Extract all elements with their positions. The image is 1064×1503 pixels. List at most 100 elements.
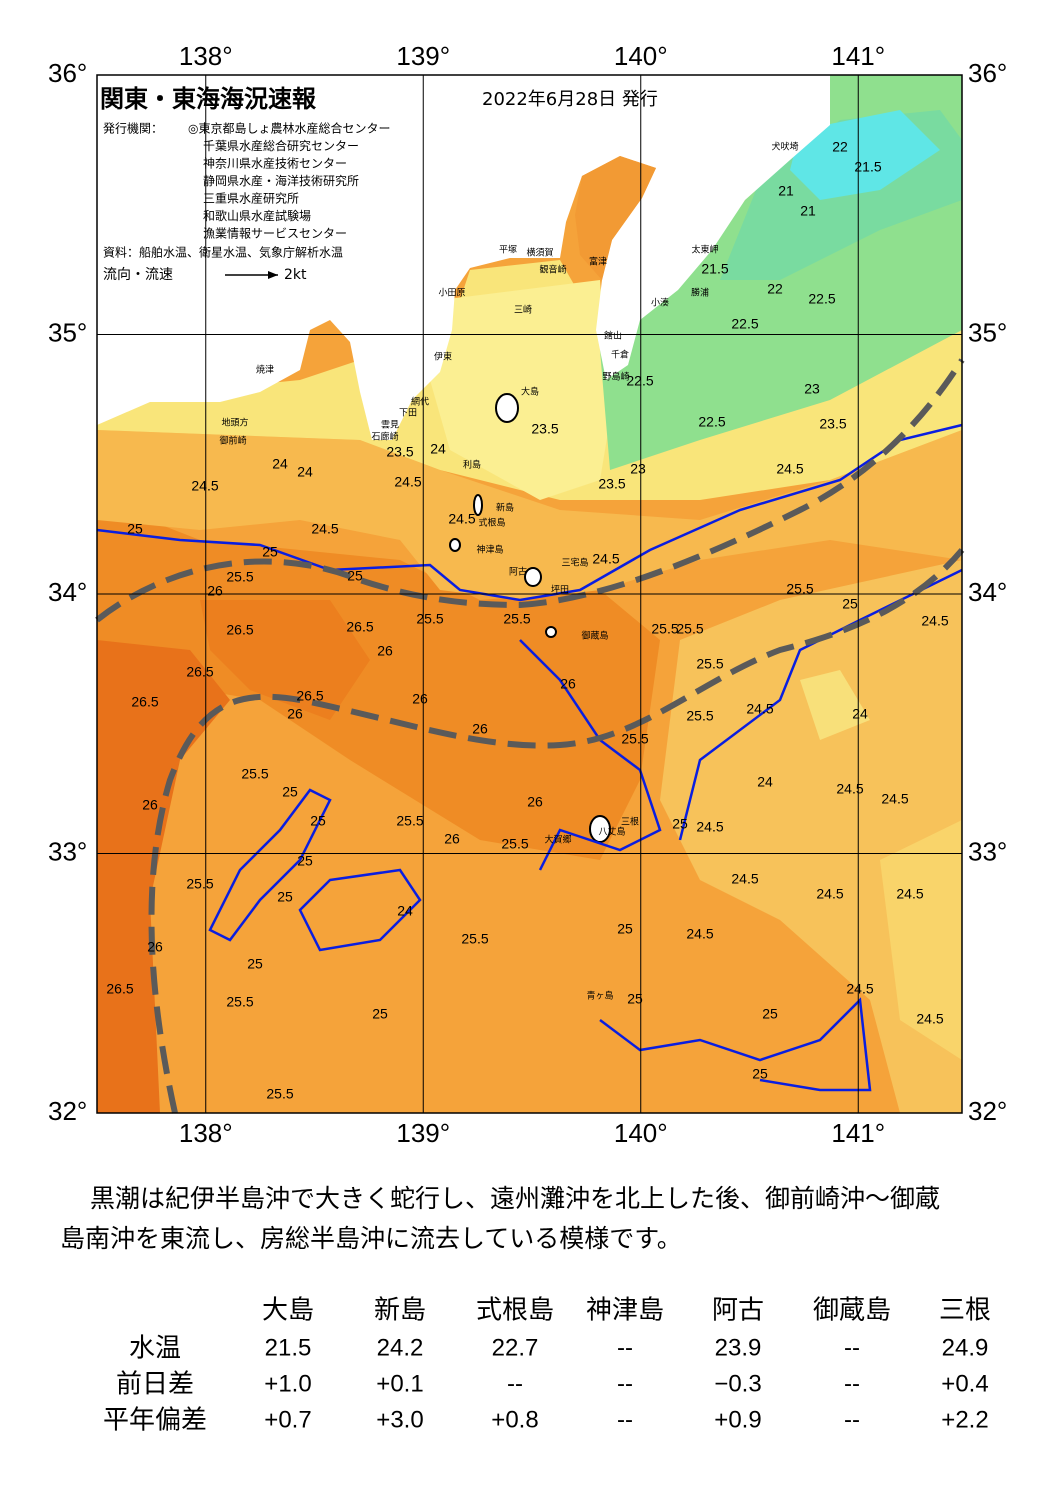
- place-name: 阿古: [509, 566, 527, 578]
- contour-label: 24.5: [731, 871, 758, 887]
- lat-label: 33°: [48, 836, 87, 866]
- row-label: 水温: [129, 1334, 181, 1364]
- summary-line: 島南沖を東流し、房総半島沖に流去している模様です。: [60, 1224, 682, 1253]
- lat-label: 35°: [48, 317, 87, 347]
- contour-label: 23.5: [819, 416, 846, 432]
- contour-label: 24.5: [394, 474, 421, 490]
- contour-label: 26: [412, 691, 428, 707]
- table-cell: 24.9: [942, 1334, 989, 1361]
- contour-label: 25.5: [186, 876, 213, 892]
- table-cell: +0.9: [714, 1406, 761, 1433]
- place-name: 網代: [411, 396, 429, 408]
- place-name: 三根: [621, 816, 639, 828]
- contour-label: 22.5: [698, 414, 725, 430]
- contour-label: 25.5: [501, 836, 528, 852]
- contour-label: 24: [757, 774, 773, 790]
- table-cell: 21.5: [265, 1334, 312, 1361]
- table-cell: --: [844, 1406, 860, 1433]
- contour-label: 22.5: [731, 316, 758, 332]
- contour-label: 26.5: [131, 694, 158, 710]
- contour-label: 25.5: [786, 581, 813, 597]
- contour-label: 26: [444, 831, 460, 847]
- contour-label: 23: [804, 381, 820, 397]
- contour-label: 25: [297, 853, 313, 869]
- table-cell: +2.2: [941, 1406, 988, 1433]
- table-cell: 24.2: [377, 1334, 424, 1361]
- contour-label: 23: [630, 461, 646, 477]
- place-name: 三宅島: [561, 557, 588, 569]
- contour-label: 24.5: [896, 886, 923, 902]
- contour-label: 24.5: [816, 886, 843, 902]
- place-name: 伊東: [434, 351, 452, 363]
- contour-label: 24.5: [191, 478, 218, 494]
- contour-label: 25: [247, 956, 263, 972]
- flow-arrowhead: [268, 271, 278, 279]
- lat-label: 36°: [48, 58, 87, 88]
- contour-label: 24: [430, 441, 446, 457]
- table-cell: +0.1: [376, 1370, 423, 1397]
- contour-label: 24.5: [686, 926, 713, 942]
- place-name: 焼津: [256, 365, 274, 376]
- contour-label: 24.5: [776, 461, 803, 477]
- place-name: 八丈島: [598, 826, 625, 838]
- contour-label: 24.5: [916, 1011, 943, 1027]
- contour-label: 25.5: [686, 708, 713, 724]
- lon-label: 141°: [831, 1118, 885, 1148]
- contour-label: 23.5: [386, 444, 413, 460]
- lon-label: 140°: [614, 1118, 668, 1148]
- contour-label: 25: [627, 991, 643, 1007]
- contour-label: 22.5: [808, 291, 835, 307]
- publisher: 三重県水産研究所: [203, 191, 299, 206]
- place-name: 神津島: [476, 544, 503, 556]
- place-name: 大島: [521, 386, 539, 398]
- publisher: ◎東京都島しょ農林水産総合センター: [188, 121, 390, 136]
- isotherms: [96, 423, 963, 1092]
- row-label: 平年偏差: [103, 1406, 207, 1436]
- publisher: 和歌山県水産試験場: [203, 208, 311, 223]
- contour-label: 24: [297, 464, 313, 480]
- place-name: 坪田: [551, 585, 569, 596]
- summary-line: 黒潮は紀伊半島沖で大きく蛇行し、遠州灘沖を北上した後、御前崎沖～御蔵: [90, 1184, 940, 1213]
- column-header: 大島: [262, 1296, 314, 1326]
- place-name: 雲見: [381, 420, 399, 431]
- publisher: 漁業情報サービスセンター: [203, 227, 347, 241]
- contour-label: 22: [767, 281, 783, 297]
- contour-label: 26.5: [106, 981, 133, 997]
- column-header: 新島: [374, 1296, 426, 1326]
- place-name: 太東岬: [691, 244, 718, 256]
- contour-label: 24.5: [696, 819, 723, 835]
- table-cell: +3.0: [376, 1406, 423, 1433]
- place-name: 下田: [399, 408, 417, 419]
- contour-label: 21.5: [701, 261, 728, 277]
- contour-label: 25: [842, 596, 858, 612]
- contour-label: 24: [272, 456, 288, 472]
- place-name: 三崎: [514, 304, 532, 316]
- contour-label: 25: [310, 813, 326, 829]
- contour-label: 25.5: [416, 611, 443, 627]
- contour-label: 25.5: [241, 766, 268, 782]
- contour-label: 25.5: [461, 931, 488, 947]
- table-cell: --: [617, 1370, 633, 1397]
- contour-label: 25.5: [503, 611, 530, 627]
- place-name: 御蔵島: [581, 630, 608, 642]
- place-name: 平塚: [499, 245, 517, 256]
- contour-label: 21: [800, 203, 816, 219]
- contour-label: 26: [472, 721, 488, 737]
- lon-label: 139°: [396, 41, 450, 71]
- lat-label: 33°: [968, 836, 1007, 866]
- lon-label: 139°: [396, 1118, 450, 1148]
- contour-label: 23.5: [598, 476, 625, 492]
- table-cell: +0.8: [491, 1406, 538, 1433]
- contour-label: 21: [778, 183, 794, 199]
- place-name: 小田原: [438, 288, 465, 299]
- contour-label: 24: [852, 706, 868, 722]
- contour-label: 24.5: [592, 551, 619, 567]
- publisher: 神奈川県水産技術センター: [203, 156, 347, 171]
- column-header: 御蔵島: [813, 1296, 891, 1326]
- contour-label: 25: [762, 1006, 778, 1022]
- contour-label: 25.5: [226, 994, 253, 1010]
- lat-label: 35°: [968, 317, 1007, 347]
- place-name: 御前崎: [219, 435, 246, 447]
- lat-label: 32°: [968, 1096, 1007, 1126]
- contour-label: 26.5: [346, 619, 373, 635]
